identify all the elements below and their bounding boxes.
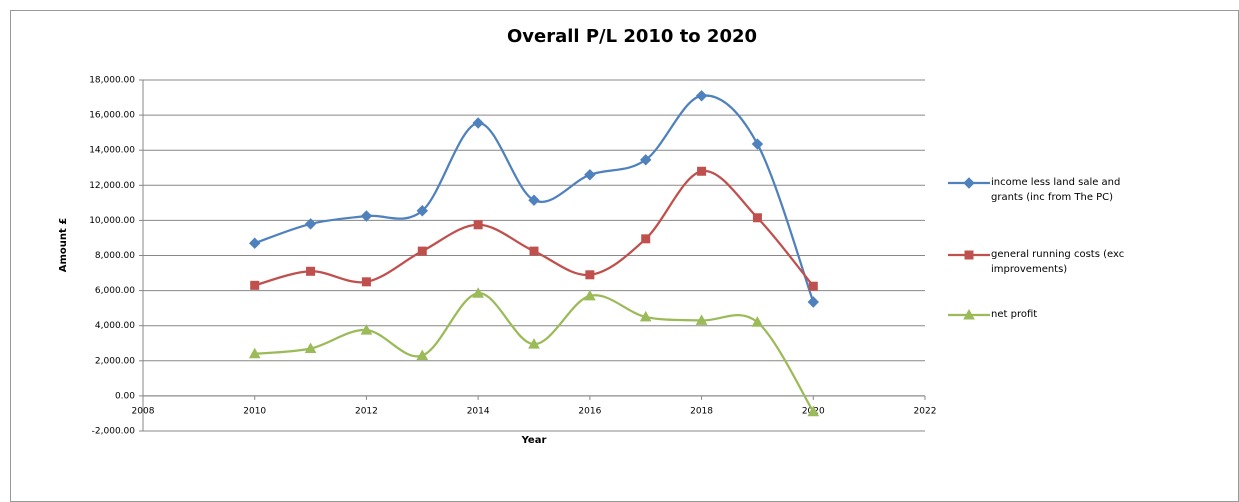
marker (249, 237, 261, 249)
marker (416, 205, 428, 217)
marker (695, 314, 708, 325)
x-tick-label: 2012 (355, 406, 378, 416)
y-tick-label: 18,000.00 (89, 76, 135, 86)
marker (304, 218, 317, 230)
y-tick-label: 10,000.00 (89, 216, 135, 226)
y-tick-label: -2,000.00 (92, 427, 136, 437)
marker (472, 287, 484, 298)
marker (360, 324, 373, 335)
x-tick-label: 2022 (914, 406, 937, 416)
marker (250, 280, 260, 290)
legend-marker (963, 308, 975, 320)
y-tick-label: 14,000.00 (89, 146, 135, 156)
marker (640, 154, 652, 166)
marker (416, 349, 429, 361)
legend-label: general running costs (exc improvements) (991, 249, 1125, 275)
y-tick-label: 6,000.00 (95, 286, 135, 296)
marker (639, 310, 652, 322)
marker (473, 220, 483, 230)
x-tick-label: 2014 (467, 406, 490, 416)
y-tick-label: 8,000.00 (95, 251, 135, 261)
marker (304, 342, 317, 354)
marker (528, 194, 540, 206)
legend-marker (963, 177, 975, 189)
marker (751, 138, 764, 150)
marker (584, 169, 596, 181)
marker (695, 90, 708, 102)
marker (752, 213, 762, 223)
marker (528, 338, 540, 349)
x-tick-label: 2008 (132, 406, 155, 416)
y-tick-label: 2,000.00 (95, 356, 135, 366)
marker (417, 246, 427, 256)
legend-label: income less land sale and grants (inc fr… (991, 177, 1121, 203)
x-axis-title: Year (521, 435, 547, 446)
marker (807, 296, 819, 308)
marker (361, 277, 371, 287)
legend-marker (964, 250, 974, 260)
marker (807, 405, 820, 417)
y-axis-title: Amount £ (58, 218, 69, 273)
y-tick-label: 12,000.00 (89, 181, 135, 191)
y-tick-label: 16,000.00 (89, 111, 135, 121)
marker (585, 270, 595, 280)
x-tick-label: 2010 (243, 406, 266, 416)
marker (360, 210, 373, 222)
marker (584, 289, 596, 301)
x-tick-label: 2018 (690, 406, 713, 416)
marker (306, 266, 316, 276)
y-tick-label: 0.00 (115, 391, 135, 401)
marker (697, 166, 707, 176)
x-tick-label: 2016 (578, 406, 601, 416)
marker (751, 316, 764, 327)
marker (529, 246, 539, 256)
marker (248, 347, 261, 359)
legend-label: net profit (991, 309, 1038, 320)
marker (808, 281, 818, 291)
y-tick-label: 4,000.00 (95, 321, 135, 331)
chart-title: Overall P/L 2010 to 2020 (507, 26, 757, 47)
marker (472, 117, 484, 129)
marker (641, 234, 651, 244)
